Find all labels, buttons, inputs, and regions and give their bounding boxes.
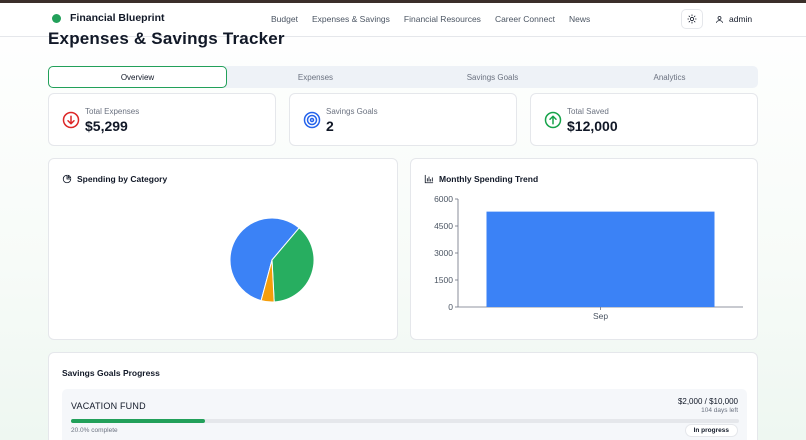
stat-card-total-saved: Total Saved $12,000	[530, 93, 758, 146]
x-tick-label: Sep	[593, 311, 608, 321]
pie-chart-icon	[62, 174, 72, 184]
stat-value: 2	[326, 118, 334, 134]
y-tick-label: 4500	[434, 221, 453, 231]
page-title: Expenses & Savings Tracker	[48, 29, 285, 48]
pie-slice-0[interactable]	[229, 217, 300, 302]
tab-bar: Overview Expenses Savings Goals Analytic…	[48, 66, 758, 88]
monthly-trend-bar-chart: 0 1500 3000 4500 6000 Sep	[434, 194, 743, 321]
goal-amount: $2,000 / $10,000	[677, 397, 738, 406]
user-menu[interactable]: admin	[715, 14, 752, 24]
nav-link-expenses-savings[interactable]: Expenses & Savings	[311, 14, 390, 24]
stat-card-savings-goals: Savings Goals 2	[289, 93, 517, 146]
stat-label: Total Expenses	[85, 107, 140, 116]
pie-slice-1[interactable]	[271, 227, 315, 303]
nav-link-budget[interactable]: Budget	[271, 14, 298, 24]
spending-by-category-title: Spending by Category	[77, 174, 168, 184]
target-icon	[303, 111, 321, 129]
tab-overview[interactable]: Overview	[48, 66, 227, 88]
goal-name: VACATION FUND	[71, 401, 146, 411]
panel-title: Spending by Category	[62, 174, 167, 184]
y-tick-label: 6000	[434, 194, 453, 204]
sun-icon	[687, 14, 697, 24]
goal-progress-fill	[71, 419, 205, 423]
window-top-strip	[0, 0, 806, 3]
brand-logo-icon	[52, 13, 61, 23]
arrow-up-circle-icon	[544, 111, 562, 129]
goal-complete-text: 20.0% complete	[71, 427, 118, 434]
tab-expenses[interactable]: Expenses	[297, 72, 334, 82]
bar-Sep[interactable]	[486, 211, 715, 307]
tab-analytics[interactable]: Analytics	[653, 72, 686, 82]
goal-card-vacation-fund[interactable]: VACATION FUND $2,000 / $10,000 104 days …	[62, 389, 747, 440]
savings-goals-panel: Savings Goals Progress VACATION FUND $2,…	[48, 352, 758, 440]
stat-card-total-expenses: Total Expenses $5,299	[48, 93, 276, 146]
bar-chart-icon	[424, 174, 434, 184]
arrow-down-circle-icon	[62, 111, 80, 129]
nav-links: Budget Expenses & Savings Financial Reso…	[271, 14, 590, 24]
nav-link-career-connect[interactable]: Career Connect	[494, 14, 555, 24]
y-tick-label: 3000	[434, 248, 453, 258]
goal-status-badge: In progress	[684, 424, 738, 437]
stat-label: Total Saved	[567, 107, 609, 116]
user-icon	[716, 15, 723, 23]
user-name: admin	[729, 14, 753, 24]
brand-name: Financial Blueprint	[70, 12, 165, 24]
tab-savings-goals[interactable]: Savings Goals	[466, 72, 519, 82]
panel-title: Monthly Spending Trend	[424, 174, 538, 184]
navbar: Financial Blueprint Budget Expenses & Sa…	[0, 3, 806, 37]
spending-pie-chart	[229, 217, 315, 303]
brand[interactable]: Financial Blueprint	[52, 12, 165, 24]
goal-days-left: 104 days left	[701, 407, 738, 414]
goal-progress-track	[71, 419, 739, 423]
spending-by-category-panel: Spending by Category	[48, 158, 398, 340]
monthly-spending-trend-panel: Monthly Spending Trend 0 1500 3000 4500 6000…	[410, 158, 758, 340]
y-tick-label: 0	[448, 302, 453, 312]
pie-slice-2[interactable]	[260, 259, 275, 303]
stat-value: $5,299	[85, 118, 128, 134]
savings-goals-title: Savings Goals Progress	[62, 368, 160, 378]
stat-value: $12,000	[567, 118, 618, 134]
nav-link-financial-resources[interactable]: Financial Resources	[403, 14, 481, 24]
theme-toggle-button[interactable]	[681, 9, 703, 29]
y-tick-label: 1500	[434, 275, 453, 285]
stat-label: Savings Goals	[326, 107, 378, 116]
monthly-trend-title: Monthly Spending Trend	[439, 174, 539, 184]
nav-link-news[interactable]: News	[568, 14, 591, 24]
